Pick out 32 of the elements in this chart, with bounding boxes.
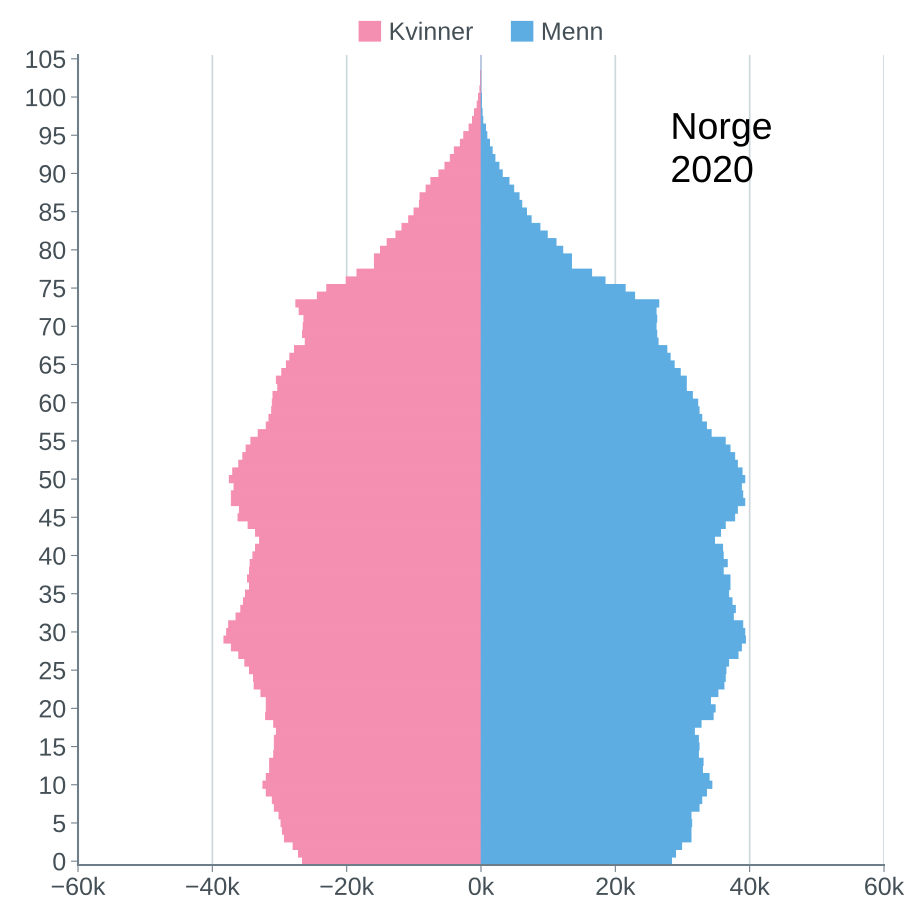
y-tick-label: 90 [40, 165, 66, 183]
y-tick-label: 85 [39, 203, 66, 221]
y-tick-label: 40 [38, 547, 66, 565]
y-tick-label: 25 [40, 662, 66, 680]
y-tick-label: 5 [53, 814, 66, 832]
y-tick-label: 75 [40, 280, 66, 298]
legend-label: Menn [542, 22, 602, 40]
y-tick-label: 65 [40, 356, 66, 374]
y-tick-label: 80 [39, 241, 66, 260]
y-tick-label: 95 [40, 126, 66, 145]
y-tick-label: 100 [26, 88, 66, 106]
legend-label: Kvinner [390, 22, 473, 40]
y-tick-label: 70 [40, 318, 66, 336]
y-tick-label: 105 [26, 50, 66, 68]
y-tick-label: 15 [40, 738, 66, 756]
y-tick-label: 45 [38, 509, 66, 527]
y-tick-label: 30 [39, 624, 66, 642]
annotation: Norge 2020 [672, 113, 771, 182]
y-tick-label: 10 [40, 776, 66, 794]
x-tick-label: 60k [865, 876, 904, 896]
x-tick-label: −60k [52, 876, 106, 896]
x-tick-label: 20k [596, 876, 636, 896]
y-tick-label: 0 [53, 852, 66, 870]
x-tick-label: −20k [320, 876, 374, 896]
x-tick-label: 40k [730, 876, 770, 896]
x-tick-label: −40k [186, 876, 240, 896]
y-tick-label: 55 [39, 432, 66, 450]
y-tick-label: 35 [39, 585, 66, 604]
x-tick-label: 0k [468, 876, 494, 896]
y-tick-label: 50 [39, 470, 66, 488]
y-tick-label: 60 [40, 394, 66, 412]
y-tick-label: 20 [40, 700, 66, 718]
